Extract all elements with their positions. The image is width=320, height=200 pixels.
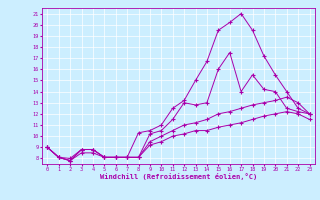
X-axis label: Windchill (Refroidissement éolien,°C): Windchill (Refroidissement éolien,°C) bbox=[100, 173, 257, 180]
